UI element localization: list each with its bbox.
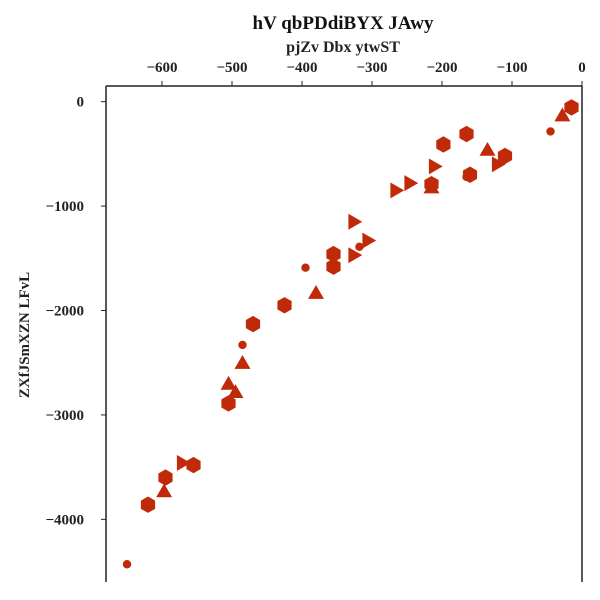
data-point-triangle-up xyxy=(220,375,237,390)
data-point-circle xyxy=(301,263,310,272)
data-point-circle xyxy=(238,340,247,350)
y-tick-label: −4000 xyxy=(45,512,84,528)
data-point-hexagon xyxy=(459,125,474,143)
x-tick-label: −500 xyxy=(216,60,247,76)
y-tick-label: 0 xyxy=(77,95,85,111)
data-point-triangle-up xyxy=(423,179,440,194)
data-point-triangle-right xyxy=(348,247,363,264)
x-tick-label: −200 xyxy=(426,60,457,76)
data-point-triangle-right xyxy=(348,213,363,230)
data-point-triangle-right xyxy=(390,182,405,199)
x-tick-label: −600 xyxy=(146,60,177,76)
x-tick-label: −100 xyxy=(496,60,527,76)
y-axis-label: ZXfJSmXZN LFvL xyxy=(17,272,33,398)
data-point-hexagon xyxy=(436,136,451,153)
data-point-hexagon xyxy=(497,147,513,165)
data-points xyxy=(122,99,579,569)
data-point-triangle-right xyxy=(176,454,191,471)
data-point-hexagon xyxy=(277,297,292,314)
data-point-triangle-up xyxy=(156,483,173,498)
data-point-hexagon xyxy=(221,395,236,412)
data-point-hexagon xyxy=(186,456,201,474)
data-point-triangle-up xyxy=(554,107,571,122)
data-point-hexagon xyxy=(326,245,341,263)
data-point-hexagon xyxy=(158,469,173,486)
data-point-circle xyxy=(462,172,471,182)
data-point-triangle-up xyxy=(479,142,496,156)
x-tick-label: −400 xyxy=(286,60,317,76)
data-point-circle xyxy=(122,560,132,569)
plot-axes xyxy=(101,81,583,582)
data-point-hexagon xyxy=(245,315,261,333)
data-point-triangle-right xyxy=(491,156,506,173)
data-point-triangle-right xyxy=(428,158,443,175)
data-point-triangle-up xyxy=(227,384,244,399)
chart-subtitle: pjZv Dbx ytwST xyxy=(286,39,400,56)
y-tick-label: −1000 xyxy=(45,199,84,215)
data-point-triangle-up xyxy=(234,355,251,369)
data-point-hexagon xyxy=(564,99,579,116)
y-tick-label: −2000 xyxy=(45,304,84,320)
tick-labels: −600 −500 −400 −300 −200 −100 00−1000−2000−300… xyxy=(45,60,585,528)
data-point-triangle-right xyxy=(404,175,419,192)
y-tick-label: −3000 xyxy=(45,408,84,424)
data-point-circle xyxy=(546,127,555,136)
data-point-circle xyxy=(355,242,364,252)
x-tick-label: −300 xyxy=(356,60,387,76)
data-point-triangle-up xyxy=(308,285,324,299)
data-point-hexagon xyxy=(140,496,156,513)
data-point-hexagon xyxy=(326,258,341,275)
x-tick-label: 0 xyxy=(578,60,586,76)
chart-title: hV qbPDdiBYX JAwy xyxy=(253,13,434,34)
data-point-triangle-right xyxy=(362,232,377,249)
